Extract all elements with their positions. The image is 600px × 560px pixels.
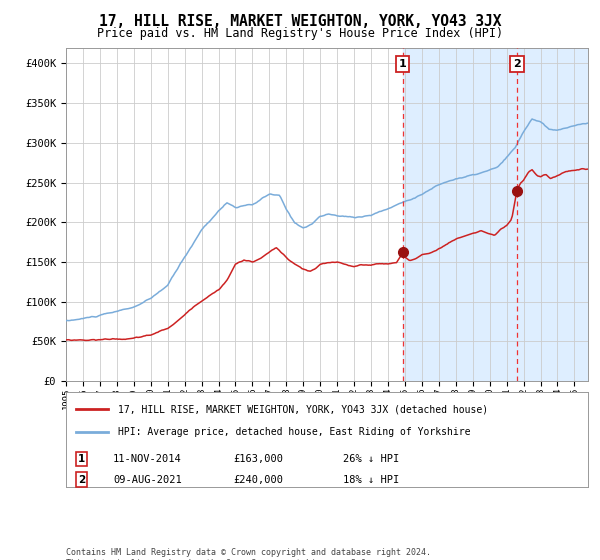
Text: 09-AUG-2021: 09-AUG-2021 xyxy=(113,474,182,484)
Text: This data is licensed under the Open Government Licence v3.0.: This data is licensed under the Open Gov… xyxy=(66,559,371,560)
Text: 1: 1 xyxy=(78,454,85,464)
Text: £163,000: £163,000 xyxy=(233,454,283,464)
Text: 1: 1 xyxy=(399,59,407,69)
Text: Contains HM Land Registry data © Crown copyright and database right 2024.: Contains HM Land Registry data © Crown c… xyxy=(66,548,431,557)
Text: 18% ↓ HPI: 18% ↓ HPI xyxy=(343,474,399,484)
Text: HPI: Average price, detached house, East Riding of Yorkshire: HPI: Average price, detached house, East… xyxy=(118,427,471,437)
Text: 17, HILL RISE, MARKET WEIGHTON, YORK, YO43 3JX (detached house): 17, HILL RISE, MARKET WEIGHTON, YORK, YO… xyxy=(118,404,488,414)
Text: £240,000: £240,000 xyxy=(233,474,283,484)
Text: Price paid vs. HM Land Registry's House Price Index (HPI): Price paid vs. HM Land Registry's House … xyxy=(97,27,503,40)
Text: 26% ↓ HPI: 26% ↓ HPI xyxy=(343,454,399,464)
Text: 11-NOV-2014: 11-NOV-2014 xyxy=(113,454,182,464)
Text: 2: 2 xyxy=(513,59,521,69)
Bar xyxy=(403,48,588,381)
Text: 17, HILL RISE, MARKET WEIGHTON, YORK, YO43 3JX: 17, HILL RISE, MARKET WEIGHTON, YORK, YO… xyxy=(99,14,501,29)
Text: 2: 2 xyxy=(78,474,85,484)
